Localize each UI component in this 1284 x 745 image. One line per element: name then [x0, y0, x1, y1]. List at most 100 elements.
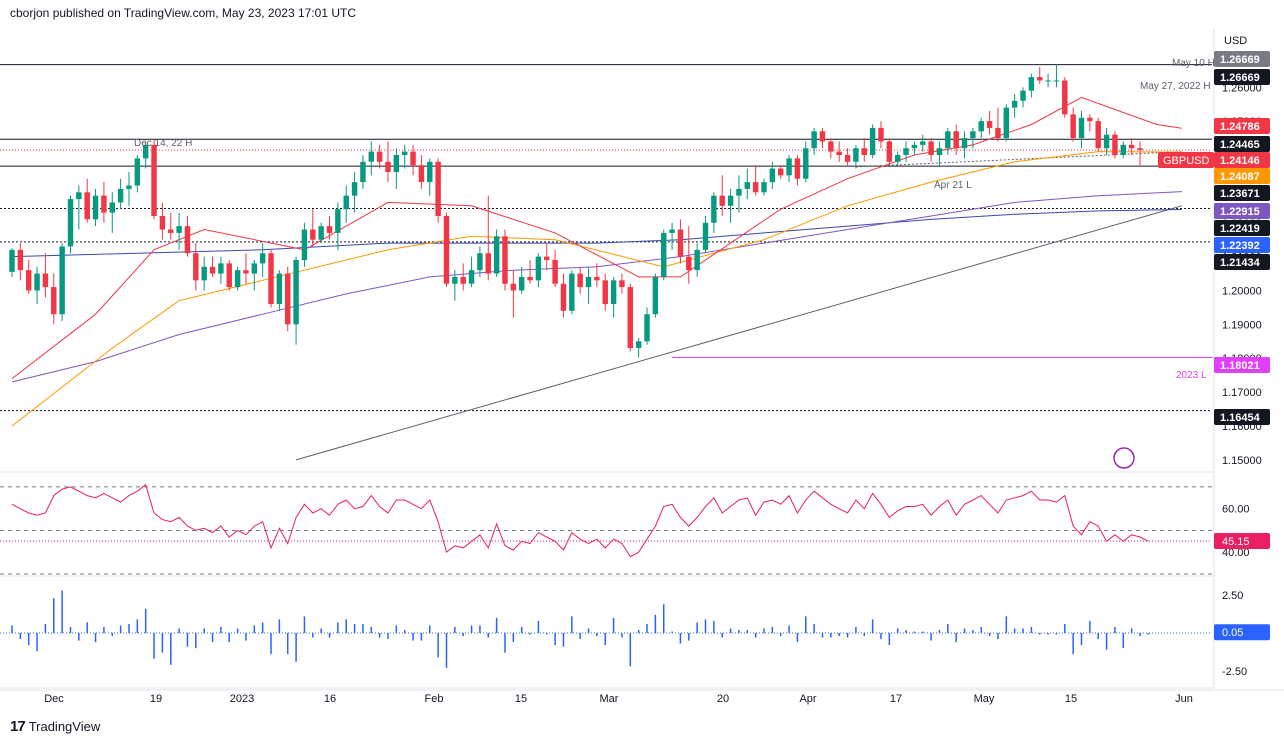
time-axis-tick: 16 — [324, 693, 336, 705]
candle-body — [744, 182, 751, 189]
candle-body — [986, 121, 993, 128]
price-label-box — [1214, 357, 1270, 373]
candle-body — [293, 260, 299, 325]
time-axis-tick: Apr — [799, 693, 816, 705]
price-label: 1.22392 — [1220, 240, 1260, 252]
candle-body — [335, 209, 341, 233]
price-axis-tick: 1.26000 — [1222, 82, 1262, 94]
candle-body — [886, 141, 893, 162]
price-label: 1.26669 — [1220, 54, 1260, 66]
candle-body — [652, 276, 659, 315]
rsi-axis-tick: 60.00 — [1222, 504, 1250, 516]
candle-body — [427, 161, 433, 183]
price-label-box — [1214, 69, 1270, 85]
price-label: 1.22419 — [1220, 223, 1260, 235]
candle-body — [1053, 80, 1060, 82]
footer-brand-label: TradingView — [28, 719, 101, 734]
candle-body — [953, 131, 959, 149]
candle-body — [702, 222, 709, 250]
time-axis-tick: 19 — [150, 693, 162, 705]
candle-body — [67, 199, 74, 247]
candle-body — [351, 182, 358, 196]
candle-body — [468, 270, 475, 284]
rsi-value-box — [1214, 533, 1270, 550]
candle-body — [410, 151, 416, 166]
trendline — [295, 205, 1182, 461]
candle-body — [894, 155, 901, 162]
candle-body — [518, 276, 525, 291]
price-label-box — [1214, 203, 1270, 219]
price-label-box — [1214, 168, 1270, 184]
candle-body — [385, 161, 391, 172]
histogram-axis-tick: -2.50 — [1222, 666, 1247, 678]
candle-body — [828, 141, 834, 152]
price-label: 1.16454 — [1220, 412, 1261, 424]
symbol-tag: GBPUSD — [1163, 155, 1210, 167]
candle-body — [736, 188, 742, 196]
candle-body — [151, 144, 157, 216]
candle-body — [1087, 117, 1093, 122]
histogram-axis-tick: 2.50 — [1222, 590, 1243, 602]
candle-body — [184, 226, 191, 254]
candle-body — [285, 273, 291, 325]
candle-body — [978, 121, 984, 132]
candle-body — [569, 273, 575, 311]
histogram-value-label: 0.05 — [1222, 627, 1243, 639]
candle-body — [318, 226, 324, 240]
candle-body — [761, 182, 767, 193]
candle-body — [92, 195, 99, 220]
time-axis-tick: Feb — [425, 693, 444, 705]
candle-body — [201, 266, 207, 281]
candle-body — [752, 182, 759, 193]
candle-body — [635, 341, 642, 349]
candle-body — [995, 127, 1001, 139]
ema50-line — [11, 151, 1182, 427]
price-label-box — [1214, 136, 1270, 152]
candle-body — [786, 158, 792, 176]
candle-body — [134, 158, 141, 186]
candle-body — [1011, 100, 1018, 108]
time-axis-tick: 20 — [717, 693, 729, 705]
candle-body — [719, 195, 725, 206]
candle-body — [452, 276, 458, 284]
candle-body — [844, 155, 851, 162]
price-label-box — [1214, 51, 1270, 67]
candle-body — [794, 158, 801, 179]
rsi-value-label: 45.15 — [1222, 536, 1250, 548]
candle-body — [268, 253, 274, 305]
candle-body — [970, 131, 976, 139]
candle-body — [59, 246, 65, 315]
level-annotation: May 27, 2022 H — [1140, 81, 1211, 92]
price-label-box — [1214, 254, 1270, 270]
candle-body — [920, 141, 926, 145]
candle-body — [443, 215, 450, 284]
time-axis-tick: Mar — [600, 693, 619, 705]
candle-body — [686, 256, 692, 271]
price-label: 1.24465 — [1220, 139, 1260, 151]
price-label: 1.24786 — [1220, 121, 1260, 133]
candle-body — [1120, 144, 1127, 156]
price-label: 1.24087 — [1220, 171, 1260, 183]
candle-body — [460, 276, 466, 284]
price-axis-tick: 1.17000 — [1222, 387, 1262, 399]
price-label: 1.22915 — [1220, 206, 1260, 218]
candle-body — [769, 168, 776, 183]
candle-body — [360, 161, 366, 183]
candle-body — [42, 273, 49, 288]
candle-body — [485, 253, 491, 274]
candle-body — [301, 229, 308, 261]
candle-body — [610, 280, 617, 305]
candle-body — [1003, 107, 1010, 139]
candle-body — [310, 229, 316, 240]
candle-body — [17, 249, 24, 271]
footer-brand[interactable]: 17 TradingView — [10, 718, 100, 735]
candle-body — [577, 273, 583, 288]
price-axis-tick: 1.15000 — [1222, 455, 1262, 467]
price-label-box — [1214, 118, 1270, 134]
currency-label: USD — [1224, 35, 1247, 47]
candle-body — [126, 185, 132, 189]
candle-body — [259, 253, 266, 264]
candle-body — [401, 151, 408, 156]
price-label: 1.26669 — [1220, 72, 1260, 84]
